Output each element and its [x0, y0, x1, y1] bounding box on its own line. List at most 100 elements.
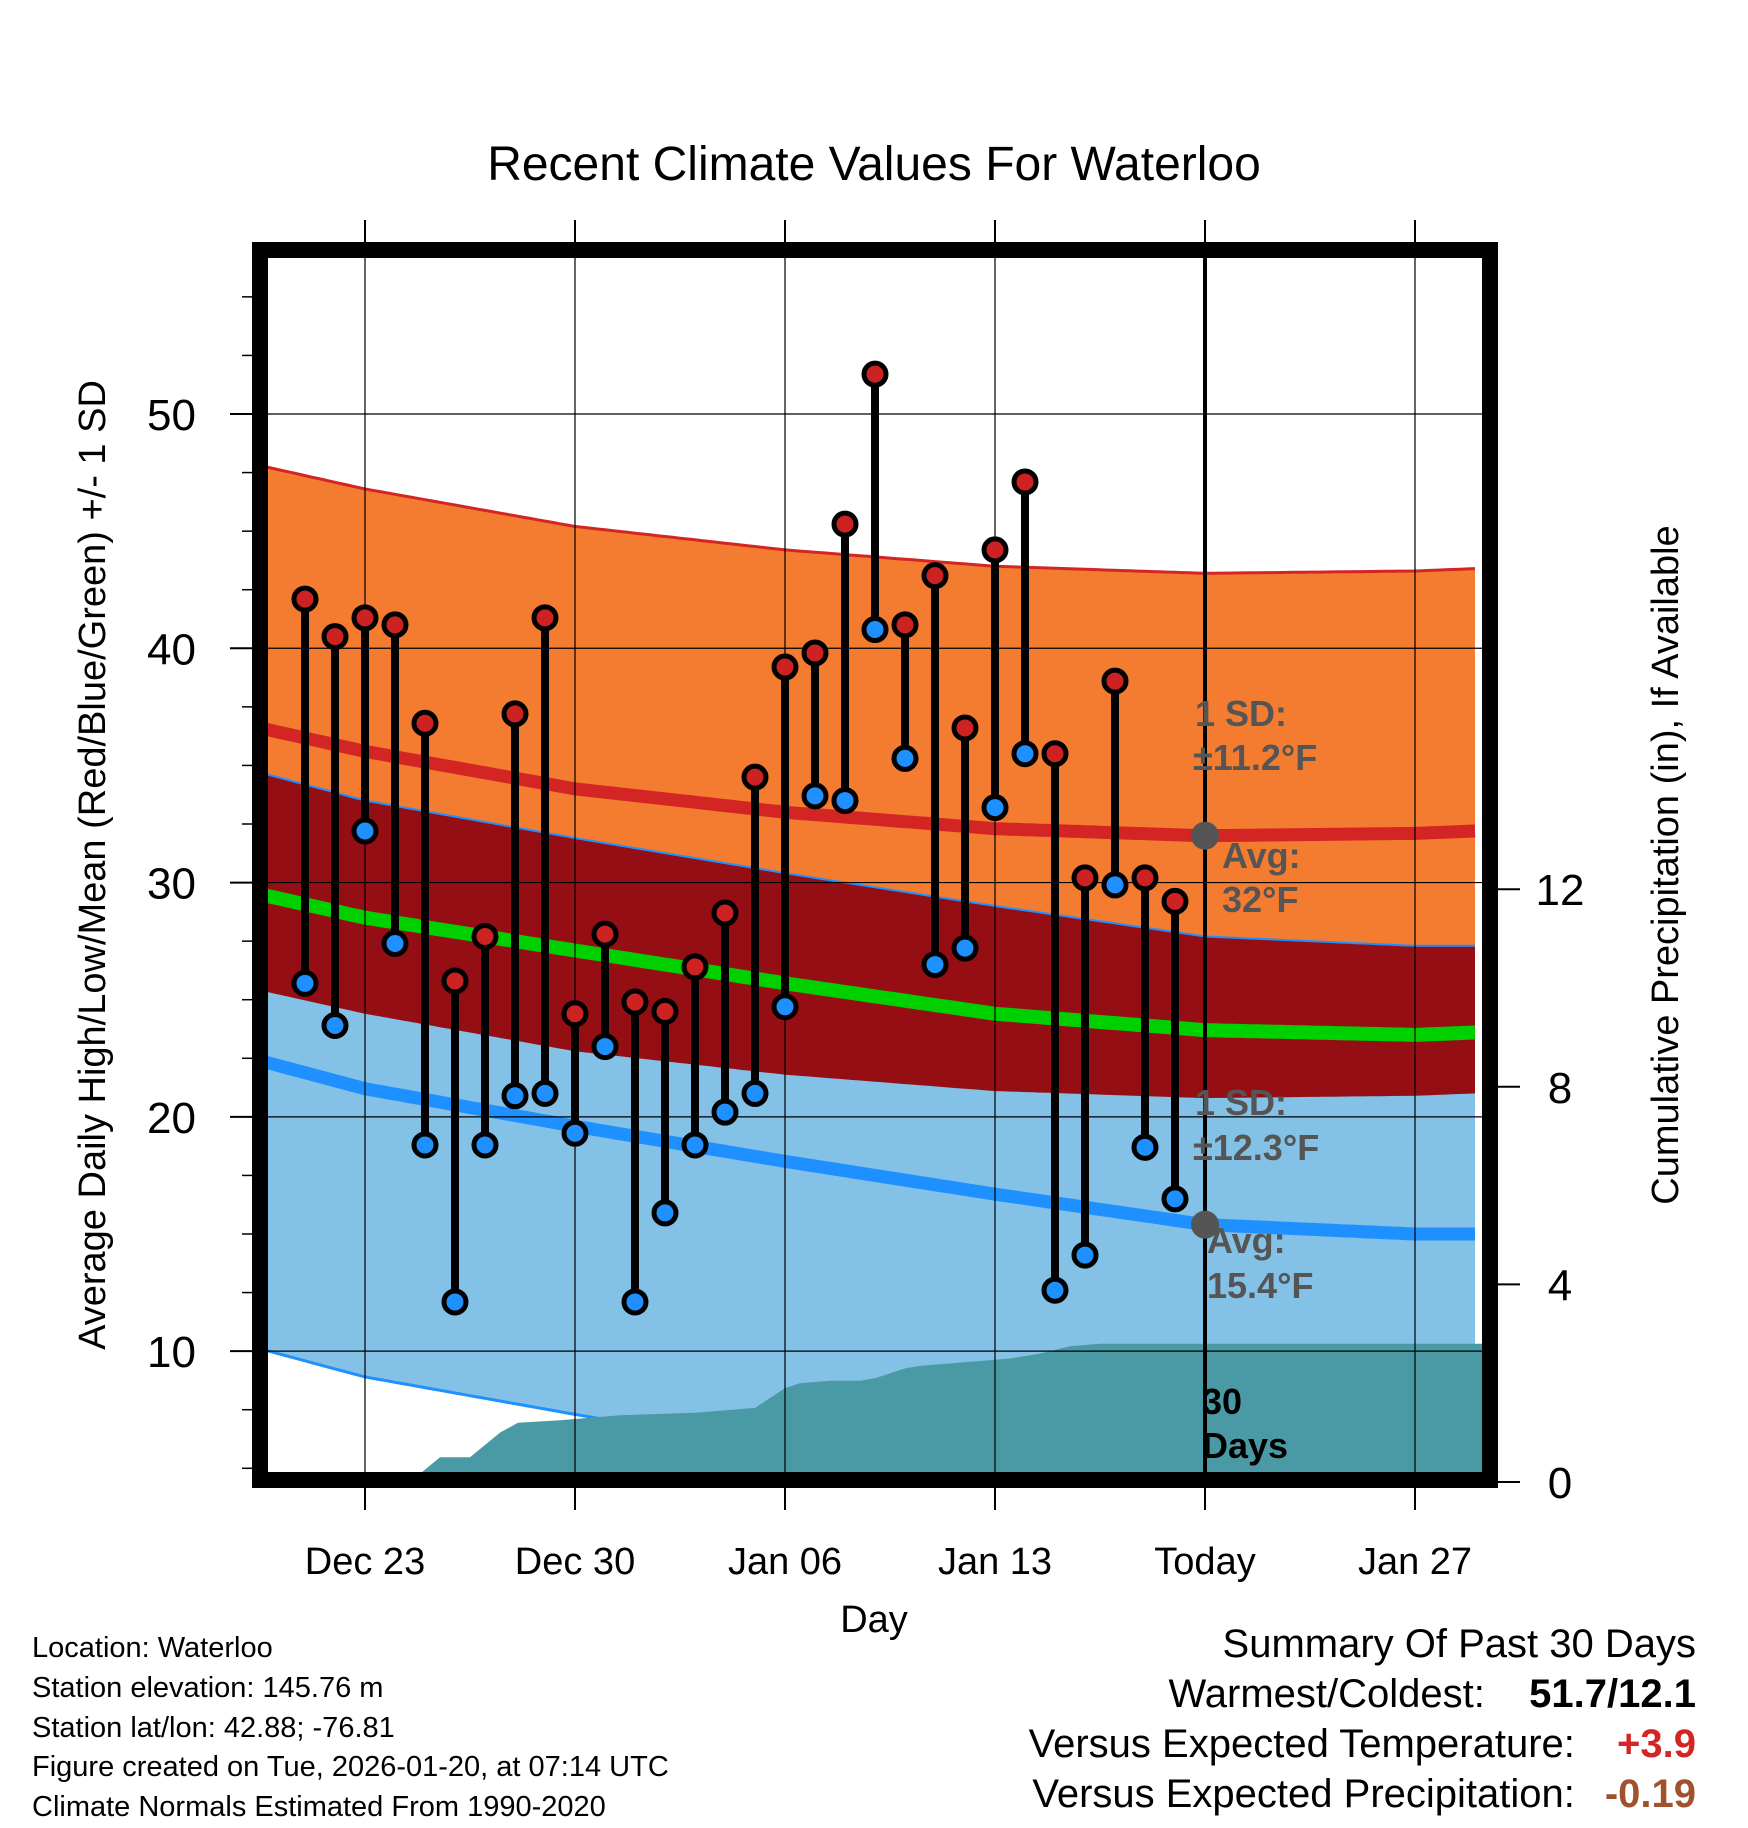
high-sd-upper-edge — [260, 464, 1476, 575]
chart-title: Recent Climate Values For Waterloo — [487, 138, 1261, 191]
daily-high-point — [591, 920, 619, 948]
low-sd-upper-edge — [260, 771, 1475, 947]
daily-high-point — [501, 700, 529, 728]
daily-low-point — [981, 794, 1009, 822]
x-tick-label: Today — [1154, 1541, 1255, 1583]
normal-low-line — [260, 1054, 1475, 1241]
daily-low-point — [501, 1082, 529, 1110]
info-created: Figure created on Tue, 2026-01-20, at 07… — [32, 1751, 669, 1783]
low-avg-label: Avg: — [1207, 1220, 1286, 1261]
y2-tick-label: 8 — [1548, 1064, 1572, 1113]
daily-temperature-series — [291, 360, 1189, 1316]
y2-axis-label: Cumulative Precipitation (in), If Availa… — [1645, 525, 1687, 1204]
y-tick-label: 50 — [147, 391, 196, 440]
x-tick-label: Dec 23 — [305, 1541, 425, 1583]
daily-low-point — [561, 1119, 589, 1147]
high-avg-marker — [1191, 821, 1219, 850]
precip-label: Versus Expected Precipitation: — [1032, 1772, 1575, 1816]
daily-low-point — [711, 1098, 739, 1126]
daily-high-point — [771, 653, 799, 681]
daily-low-point — [861, 616, 889, 644]
daily-low-point — [771, 993, 799, 1021]
axes: Dec 23 Dec 30 Jan 06 Jan 13 Today Jan 27 10 20 3… — [147, 220, 1584, 1583]
x-tick-label: Jan 27 — [1358, 1541, 1472, 1583]
x-tick-label: Jan 13 — [938, 1541, 1052, 1583]
daily-low-point — [741, 1079, 769, 1107]
daily-low-point — [621, 1288, 649, 1316]
daily-low-point — [471, 1131, 499, 1159]
low-avg-marker — [1191, 1210, 1219, 1239]
high-avg-label: Avg: — [1222, 835, 1301, 876]
daily-low-point — [381, 929, 409, 957]
daily-low-point — [591, 1033, 619, 1061]
period-label-number: 30 — [1202, 1381, 1242, 1422]
daily-high-point — [441, 967, 469, 995]
daily-high-point — [1161, 887, 1189, 915]
daily-low-point — [801, 782, 829, 810]
normal-high-line — [260, 721, 1476, 843]
daily-low-point — [1131, 1133, 1159, 1161]
daily-high-point — [801, 639, 829, 667]
summary-title: Summary Of Past 30 Days — [1222, 1622, 1696, 1666]
daily-high-point — [621, 988, 649, 1016]
normal-mean-line — [260, 887, 1476, 1042]
x-tick-label: Dec 30 — [515, 1541, 635, 1583]
daily-low-point — [321, 1011, 349, 1039]
low-sd-label: 1 SD: — [1195, 1082, 1287, 1123]
daily-high-point — [291, 585, 319, 613]
daily-high-point — [411, 709, 439, 737]
plot-frame — [252, 242, 1498, 1488]
daily-low-point — [1161, 1185, 1189, 1213]
y-axis-label: Average Daily High/Low/Mean (Red/Blue/Gr… — [72, 380, 114, 1350]
summary-precip: Versus Expected Precipitation: -0.19 — [1032, 1772, 1696, 1817]
y-tick-label: 20 — [147, 1094, 196, 1143]
y-tick-label: 40 — [147, 625, 196, 674]
warm-cold-label: Warmest/Coldest: — [1168, 1672, 1485, 1716]
daily-high-point — [351, 604, 379, 632]
daily-high-point — [681, 953, 709, 981]
daily-low-point — [291, 969, 319, 997]
daily-low-point — [951, 934, 979, 962]
daily-high-point — [651, 997, 679, 1025]
daily-low-point — [411, 1131, 439, 1159]
warm-cold-value: 51.7/12.1 — [1529, 1672, 1696, 1716]
daily-high-point — [1101, 667, 1129, 695]
daily-low-point — [1071, 1241, 1099, 1269]
grid-lines — [260, 250, 1490, 1480]
daily-high-point — [1071, 864, 1099, 892]
info-normals: Climate Normals Estimated From 1990-2020 — [32, 1791, 606, 1823]
low-avg-value: 15.4°F — [1207, 1265, 1313, 1306]
daily-low-point — [1041, 1276, 1069, 1304]
daily-high-point — [831, 510, 859, 538]
daily-low-point — [441, 1288, 469, 1316]
daily-low-point — [831, 787, 859, 815]
precip-area — [412, 1343, 1490, 1480]
daily-low-point — [891, 744, 919, 772]
daily-low-point — [921, 951, 949, 979]
daily-low-point — [351, 817, 379, 845]
daily-high-point — [471, 922, 499, 950]
daily-high-point — [891, 611, 919, 639]
daily-high-point — [921, 562, 949, 590]
precip-value: -0.19 — [1604, 1772, 1696, 1816]
summary-temp: Versus Expected Temperature: +3.9 — [1029, 1722, 1696, 1767]
daily-high-point — [711, 899, 739, 927]
y2-tick-label: 4 — [1548, 1261, 1572, 1310]
temp-label: Versus Expected Temperature: — [1028, 1722, 1575, 1766]
x-axis-label: Day — [840, 1599, 908, 1641]
y-tick-label: 30 — [147, 860, 196, 909]
daily-high-point — [1011, 468, 1039, 496]
daily-high-point — [741, 763, 769, 791]
high-sd-label: 1 SD: — [1195, 693, 1287, 734]
daily-low-point — [681, 1131, 709, 1159]
daily-high-point — [531, 604, 559, 632]
low-sd-value: ±12.3°F — [1193, 1127, 1319, 1168]
info-elevation: Station elevation: 145.76 m — [32, 1672, 384, 1704]
daily-high-point — [381, 611, 409, 639]
info-location: Location: Waterloo — [32, 1632, 273, 1664]
x-tick-label: Jan 06 — [728, 1541, 842, 1583]
y2-tick-label: 12 — [1536, 866, 1585, 915]
daily-high-point — [1131, 864, 1159, 892]
